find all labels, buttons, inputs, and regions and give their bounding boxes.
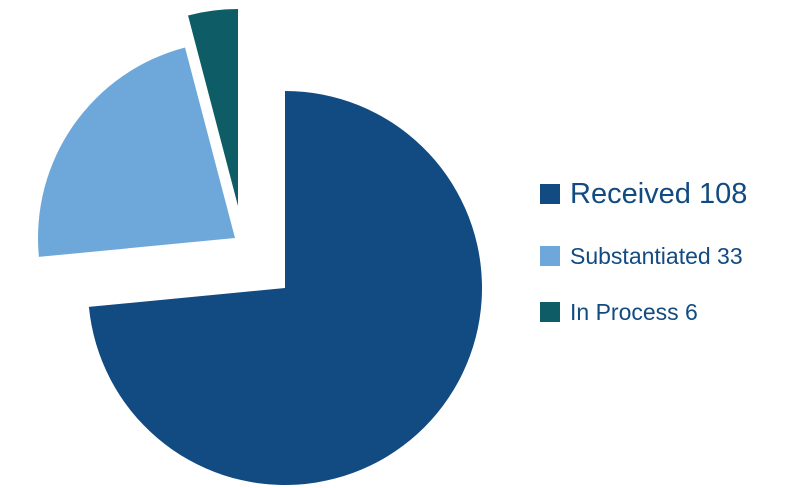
legend-swatch-substantiated	[540, 246, 560, 266]
legend-item-in-process: In Process 6	[540, 293, 790, 331]
legend-swatch-received	[540, 184, 560, 204]
legend-item-received: Received 108	[540, 172, 790, 216]
legend-label-substantiated: Substantiated 33	[570, 242, 743, 269]
legend: Received 108 Substantiated 33 In Process…	[540, 172, 790, 331]
pie-slice-in-process	[188, 9, 238, 206]
legend-swatch-in-process	[540, 302, 560, 322]
legend-label-received: Received 108	[570, 177, 748, 210]
pie-slice-substantiated	[37, 47, 236, 257]
pie-slice-received	[88, 91, 482, 485]
legend-label-in-process: In Process 6	[570, 298, 698, 325]
legend-item-substantiated: Substantiated 33	[540, 237, 790, 275]
